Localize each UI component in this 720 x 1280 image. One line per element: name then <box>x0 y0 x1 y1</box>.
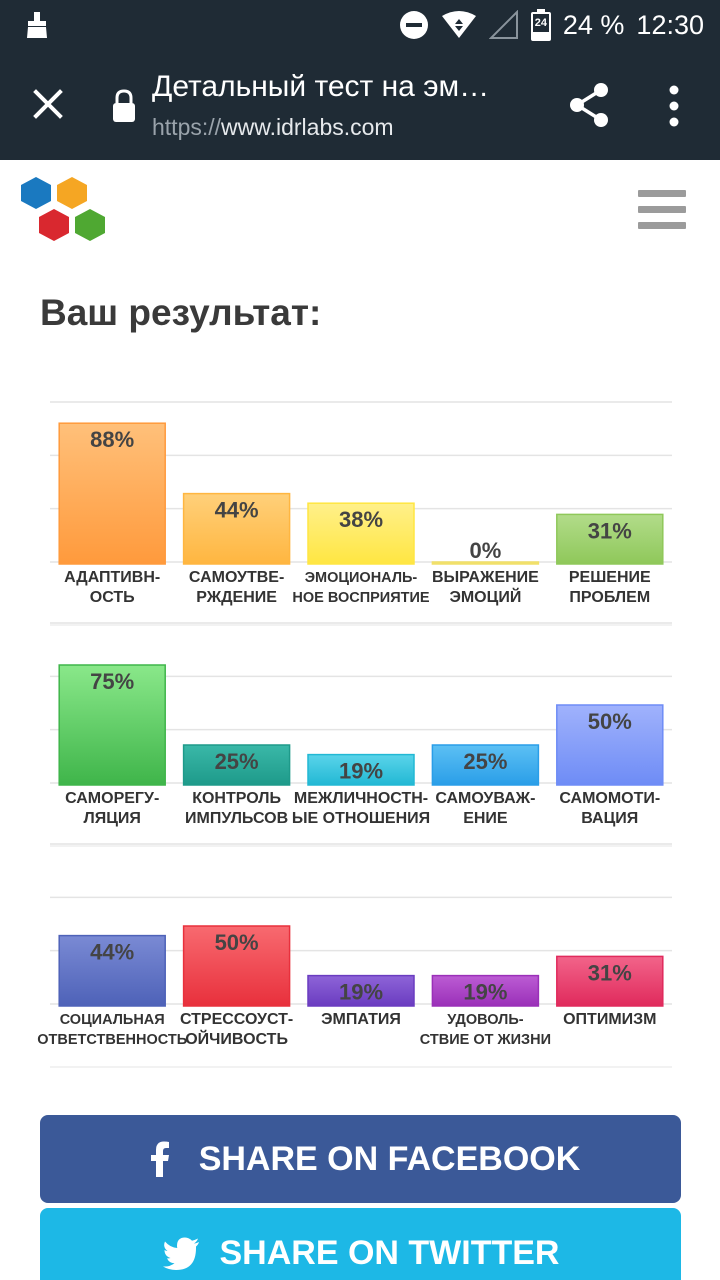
bar-category-label: ЫЕ ОТНОШЕНИЯ <box>292 810 430 827</box>
bar-value-label: 25% <box>463 749 507 774</box>
bar-category-label: ЭМПАТИЯ <box>321 1011 401 1028</box>
bar-value-label: 19% <box>463 980 507 1005</box>
share-facebook-label: SHARE ON FACEBOOK <box>198 1139 581 1178</box>
results-bar-chart: 88% АДАПТИВН- ОСТЬ 44% САМОУТВЕ- РЖДЕНИЕ 38% ЭМ… <box>37 401 672 1068</box>
cleaner-brush-icon <box>27 12 47 38</box>
signal-icon <box>488 10 518 39</box>
chart-bar <box>431 561 540 565</box>
bar-value-label: 25% <box>215 749 259 774</box>
bar-category-label: МЕЖЛИЧНОСТН- <box>294 790 428 807</box>
bar-category-label: ОЙЧИВОСТЬ <box>185 1029 288 1048</box>
page-url[interactable]: https://www.idrlabs.com <box>152 114 394 141</box>
battery-badge: 24 <box>534 17 547 29</box>
clock: 12:30 <box>636 9 704 40</box>
status-bar: 24 24 % 12:30 <box>0 0 720 50</box>
bar-value-label: 50% <box>215 930 259 955</box>
chart-bar <box>431 974 540 1007</box>
bar-value-label: 44% <box>215 498 259 523</box>
more-vert-icon[interactable] <box>664 84 684 128</box>
bar-value-label: 19% <box>339 980 383 1005</box>
menu-line <box>638 190 686 197</box>
bar-value-label: 50% <box>588 709 632 734</box>
hamburger-icon[interactable] <box>638 190 686 230</box>
share-icon[interactable] <box>568 82 610 128</box>
battery-percent: 24 % <box>562 9 625 40</box>
close-icon[interactable] <box>28 84 68 124</box>
bar-category-label: САМОУТВЕ- <box>189 569 284 586</box>
bar-value-label: 44% <box>90 940 134 965</box>
url-host: www.idrlabs.com <box>221 114 394 140</box>
bar-category-label: САМОМОТИ- <box>559 790 660 807</box>
url-scheme: https:// <box>152 114 222 140</box>
idrlabs-logo[interactable] <box>18 175 110 245</box>
bar-value-label: 31% <box>588 960 632 985</box>
chart-bar <box>307 753 415 786</box>
chart-bar <box>556 704 664 786</box>
bar-category-label: ЭМОЦИОНАЛЬ- <box>305 570 418 586</box>
bar-value-label: 0% <box>470 538 502 563</box>
bar-category-label: ВАЦИЯ <box>581 810 638 827</box>
bar-category-label: ЛЯЦИЯ <box>83 810 140 827</box>
bar-category-label: САМОУВАЖ- <box>435 790 535 807</box>
menu-line <box>638 206 686 213</box>
bar-category-label: ОСТЬ <box>90 589 135 606</box>
chart-bar <box>307 502 415 565</box>
result-heading: Ваш результат: <box>40 292 322 333</box>
bar-category-label: СТРЕССОУСТ- <box>180 1011 293 1028</box>
lock-icon <box>113 89 135 122</box>
chart-bar <box>182 492 291 565</box>
bar-category-label: НОЕ ВОСПРИЯТИЕ <box>292 590 430 606</box>
browser-toolbar: Детальный тест на эм… https://www.idrlab… <box>0 50 720 160</box>
bar-category-label: РЕШЕНИЕ <box>569 569 651 586</box>
chart-bar <box>556 955 664 1007</box>
battery-icon: 24 <box>530 9 551 41</box>
facebook-icon <box>150 1141 169 1177</box>
do-not-disturb-icon <box>399 11 428 39</box>
bar-category-label: АДАПТИВН- <box>64 569 160 586</box>
bar-value-label: 75% <box>90 669 134 694</box>
bar-category-label: СОЦИАЛЬНАЯ <box>60 1012 165 1028</box>
bar-value-label: 19% <box>339 759 383 784</box>
bar-category-label: ИМПУЛЬСОВ <box>185 810 288 827</box>
bar-category-label: ОТВЕТСТВЕННОСТЬ <box>37 1032 187 1048</box>
chart-bar <box>556 513 664 565</box>
share-twitter-label: SHARE ON TWITTER <box>219 1233 560 1272</box>
chart-bar <box>58 664 166 786</box>
bar-category-label: ОПТИМИЗМ <box>563 1011 656 1028</box>
page-title[interactable]: Детальный тест на эм… <box>152 70 490 103</box>
share-facebook-button[interactable]: SHARE ON FACEBOOK <box>40 1115 681 1203</box>
chart-bar <box>58 422 166 565</box>
bar-category-label: ЕНИЕ <box>463 810 508 827</box>
bar-value-label: 38% <box>339 507 383 532</box>
bar-value-label: 88% <box>90 427 134 452</box>
bar-category-label: ПРОБЛЕМ <box>569 589 650 606</box>
bar-category-label: ЭМОЦИЙ <box>449 587 521 606</box>
bar-category-label: КОНТРОЛЬ <box>192 790 281 807</box>
chart-bar <box>182 925 291 1007</box>
bar-category-label: СТВИЕ ОТ ЖИЗНИ <box>420 1032 551 1048</box>
chart-bar <box>431 744 540 786</box>
bar-category-label: РЖДЕНИЕ <box>196 589 277 606</box>
chart-bar <box>307 974 415 1007</box>
wifi-data-icon <box>441 11 476 38</box>
bar-value-label: 31% <box>588 518 632 543</box>
chart-bar <box>58 934 166 1007</box>
twitter-icon <box>162 1237 199 1270</box>
chart-bar <box>182 744 291 786</box>
bar-category-label: УДОВОЛЬ- <box>447 1012 524 1028</box>
bar-category-label: САМОРЕГУ- <box>65 790 159 807</box>
share-twitter-button[interactable]: SHARE ON TWITTER <box>40 1208 681 1280</box>
bar-category-label: ВЫРАЖЕНИЕ <box>432 569 539 586</box>
menu-line <box>638 222 686 229</box>
